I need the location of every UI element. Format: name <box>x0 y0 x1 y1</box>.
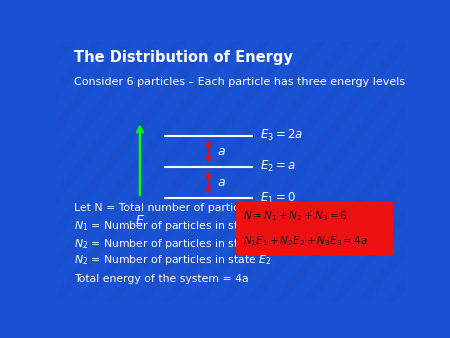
Bar <box>236 202 393 255</box>
Text: $E_1 = 0$: $E_1 = 0$ <box>260 191 296 206</box>
Text: Total energy of the system = 4a: Total energy of the system = 4a <box>74 274 248 284</box>
Text: $N_2$ = Number of particles in state $E_2$: $N_2$ = Number of particles in state $E_… <box>74 237 271 251</box>
Text: $E$: $E$ <box>135 214 145 227</box>
Text: $a$: $a$ <box>217 145 225 158</box>
Text: The Distribution of Energy: The Distribution of Energy <box>74 50 292 65</box>
Text: $N_1E_1 + N_2E_2 + N_3E_3 = 4a$: $N_1E_1 + N_2E_2 + N_3E_3 = 4a$ <box>243 234 368 248</box>
Text: $E_3 = 2a$: $E_3 = 2a$ <box>260 128 304 143</box>
Text: $N_2$ = Number of particles in state $E_2$: $N_2$ = Number of particles in state $E_… <box>74 254 271 267</box>
Text: $E_2 = a$: $E_2 = a$ <box>260 159 296 174</box>
Text: $N_1$ = Number of particles in state $E_1$: $N_1$ = Number of particles in state $E_… <box>74 219 271 233</box>
Text: Consider 6 particles – Each particle has three energy levels: Consider 6 particles – Each particle has… <box>74 77 405 87</box>
Text: $N = N_1 + N_2 + N_3 = 6$: $N = N_1 + N_2 + N_3 = 6$ <box>243 210 347 223</box>
Text: Let N = Total number of particles = 6: Let N = Total number of particles = 6 <box>74 203 277 213</box>
Text: $a$: $a$ <box>217 176 225 189</box>
